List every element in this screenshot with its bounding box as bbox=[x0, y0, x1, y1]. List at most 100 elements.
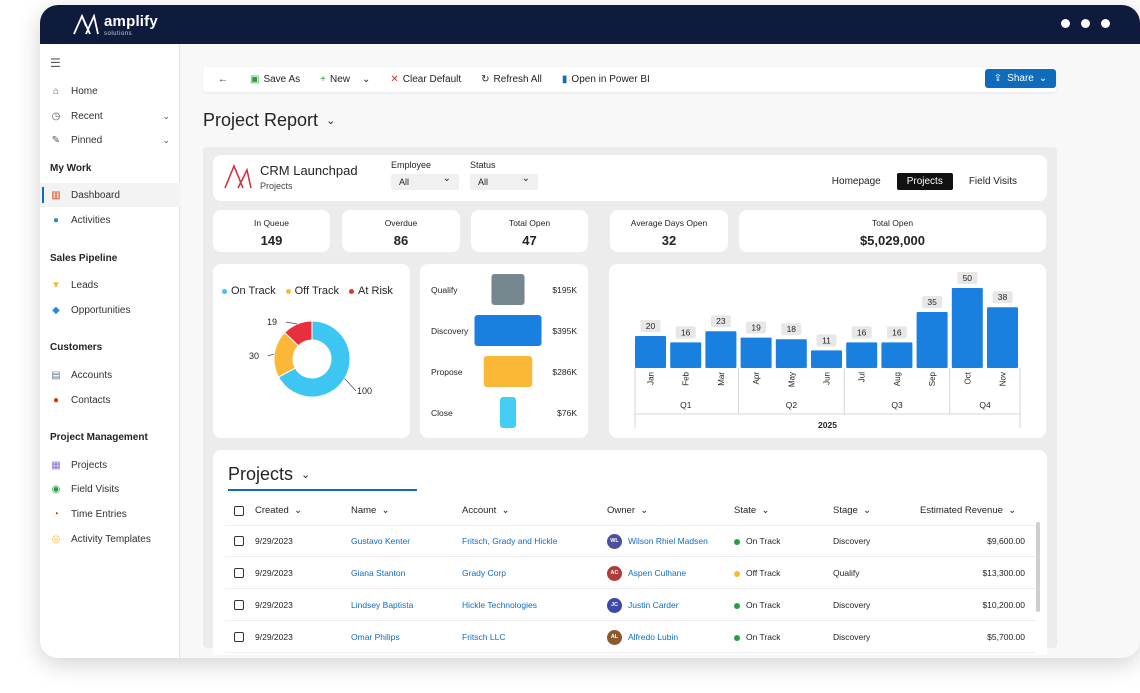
avatar: JC bbox=[607, 597, 622, 613]
legend-dot bbox=[349, 288, 355, 294]
select-all-checkbox[interactable] bbox=[234, 505, 244, 516]
open-power-bi-button[interactable]: ▮ Open in Power BI bbox=[562, 74, 650, 85]
chevron-down-icon: ⌄ bbox=[860, 505, 872, 516]
cell-name[interactable]: Lindsey Baptista bbox=[351, 600, 413, 610]
row-checkbox[interactable] bbox=[234, 536, 244, 546]
sidebar-item-leads[interactable]: ▼ Leads bbox=[40, 273, 180, 297]
legend-item[interactable]: At Risk bbox=[349, 285, 393, 297]
donut-data-label: 100 bbox=[357, 386, 372, 396]
projects-title[interactable]: Projects ⌄ bbox=[228, 464, 310, 485]
kpi-label: Total Open bbox=[871, 218, 914, 228]
cell-account[interactable]: Grady Corp bbox=[462, 568, 506, 578]
kpi-average-days-open: Average Days Open 32 bbox=[610, 210, 728, 252]
legend-item[interactable]: On Track bbox=[222, 285, 276, 297]
plus-icon: + bbox=[320, 74, 326, 85]
cell-name[interactable]: Giana Stanton bbox=[351, 568, 405, 578]
cell-account[interactable]: Fritsch LLC bbox=[462, 632, 505, 642]
bar-jul bbox=[846, 342, 878, 368]
cell-name[interactable]: Omar Philips bbox=[351, 632, 400, 642]
table-row[interactable]: 9/29/2023 Lindsey Baptista Hickle Technolo… bbox=[225, 590, 1035, 621]
sidebar-item-opportunities[interactable]: ◆ Opportunities bbox=[40, 298, 180, 322]
cell-account[interactable]: Hickle Technologies bbox=[462, 600, 537, 610]
row-checkbox[interactable] bbox=[234, 632, 244, 642]
save-as-button[interactable]: ▣ Save As bbox=[250, 74, 300, 85]
clear-default-button[interactable]: ✕ Clear Default bbox=[390, 74, 461, 85]
column-header-estimated-revenue[interactable]: Estimated Revenue ⌄ bbox=[920, 505, 1016, 516]
column-header-state[interactable]: State ⌄ bbox=[734, 505, 769, 516]
chevron-down-icon: ⌄ bbox=[162, 110, 170, 121]
cell-owner[interactable]: AC Aspen Culhane bbox=[607, 565, 687, 581]
cell-created-text: 9/29/2023 bbox=[255, 600, 293, 610]
employee-filter-label: Employee bbox=[391, 160, 432, 170]
table-row[interactable]: 9/29/2023 Gustavo Kenter Fritsch, Grady an… bbox=[225, 526, 1035, 557]
cell-state-text: On Track bbox=[746, 632, 781, 642]
sidebar-item-dashboard[interactable]: ▥ Dashboard bbox=[40, 183, 180, 207]
column-header-account[interactable]: Account ⌄ bbox=[462, 505, 510, 516]
page-title[interactable]: Project Report ⌄ bbox=[203, 110, 335, 131]
row-checkbox[interactable] bbox=[234, 568, 244, 578]
hamburger-icon[interactable]: ☰ bbox=[50, 56, 61, 70]
x-tick-label: Sep bbox=[928, 371, 937, 386]
back-button[interactable]: ← bbox=[218, 74, 228, 85]
brand-subtitle: solutions bbox=[104, 31, 133, 37]
cell-name[interactable]: Gustavo Kenter bbox=[351, 536, 410, 546]
tab-field-visits[interactable]: Field Visits bbox=[968, 176, 1017, 187]
cell-account[interactable]: Fritsch, Grady and Hickle bbox=[462, 536, 557, 546]
amplify-logo-icon bbox=[73, 14, 99, 35]
bar-label-background bbox=[816, 334, 837, 347]
quarter-label: Q1 bbox=[680, 400, 692, 410]
report-app-subtitle: Projects bbox=[260, 181, 293, 191]
cell-state-text: On Track bbox=[746, 536, 781, 546]
cell-account-text: Fritsch LLC bbox=[462, 632, 506, 642]
column-header-owner[interactable]: Owner ⌄ bbox=[607, 505, 648, 516]
tab-projects[interactable]: Projects bbox=[896, 173, 953, 190]
clear-default-label: Clear Default bbox=[402, 74, 462, 85]
cell-owner[interactable]: WL Wilson Rhiel Madsen bbox=[607, 533, 708, 549]
sidebar-item-label: Dashboard bbox=[71, 189, 120, 201]
report-app-name: CRM Launchpad bbox=[260, 163, 358, 178]
table-row[interactable]: 9/29/2023 Omar Philips Fritsch LLC AL Alfred… bbox=[225, 622, 1035, 653]
table-row[interactable]: 9/29/2023 Giana Stanton Grady Corp AC Aspen … bbox=[225, 558, 1035, 589]
new-button[interactable]: + New ⌄ bbox=[320, 74, 370, 85]
refresh-all-button[interactable]: ↻ Refresh All bbox=[481, 74, 542, 85]
cell-state: Off Track bbox=[734, 568, 780, 578]
column-header-stage[interactable]: Stage ⌄ bbox=[833, 505, 871, 516]
cell-owner[interactable]: JC Justin Carder bbox=[607, 597, 679, 613]
save-as-label: Save As bbox=[263, 74, 301, 85]
bar-data-label: 18 bbox=[787, 324, 797, 334]
sidebar-item-pinned[interactable]: ✎ Pinned ⌄ bbox=[40, 128, 180, 152]
sidebar-item-projects[interactable]: ▦ Projects bbox=[40, 453, 180, 477]
window-menu[interactable] bbox=[1061, 19, 1110, 28]
share-button[interactable]: ⇪ Share ⌄ bbox=[985, 69, 1056, 88]
column-header-created[interactable]: Created ⌄ bbox=[255, 505, 302, 516]
sidebar-item-activity-templates[interactable]: ◎ Activity Templates bbox=[40, 527, 180, 551]
sidebar-item-accounts[interactable]: ▤ Accounts bbox=[40, 363, 180, 387]
cell-state: On Track bbox=[734, 536, 780, 546]
section-sales-pipeline: Sales Pipeline bbox=[50, 253, 118, 264]
sidebar-item-time-entries[interactable]: ◔ Time Entries bbox=[40, 502, 180, 526]
sidebar-item-recent[interactable]: ◷ Recent ⌄ bbox=[40, 104, 180, 128]
bar-data-label: 16 bbox=[892, 327, 902, 337]
column-header-name[interactable]: Name ⌄ bbox=[351, 505, 390, 516]
sidebar-item-contacts[interactable]: ● Contacts bbox=[40, 388, 180, 412]
donut-slice-on-track bbox=[277, 320, 351, 398]
status-select[interactable]: All bbox=[470, 173, 538, 190]
legend-label: At Risk bbox=[358, 285, 393, 297]
sidebar-item-field-visits[interactable]: ◉ Field Visits bbox=[40, 477, 180, 501]
row-checkbox[interactable] bbox=[234, 600, 244, 610]
cell-estimated-revenue: $9,600.00 bbox=[987, 536, 1025, 546]
tab-homepage[interactable]: Homepage bbox=[831, 176, 881, 187]
legend-dot bbox=[285, 288, 291, 294]
column-label: Name bbox=[351, 505, 377, 516]
sidebar-item-activities[interactable]: ● Activities bbox=[40, 208, 180, 232]
legend-item[interactable]: Off Track bbox=[285, 285, 339, 297]
grid-scrollbar[interactable] bbox=[1036, 522, 1040, 612]
sidebar-item-home[interactable]: ⌂ Home bbox=[40, 79, 180, 103]
employee-select[interactable]: All bbox=[391, 173, 459, 190]
cell-owner-text: Aspen Culhane bbox=[628, 567, 687, 578]
kpi-label: Average Days Open bbox=[630, 218, 708, 228]
brand-logo[interactable]: amplify solutions bbox=[72, 13, 158, 37]
save-icon: ▣ bbox=[250, 74, 260, 85]
bar-data-label: 38 bbox=[998, 292, 1008, 302]
cell-owner[interactable]: AL Alfredo Lubin bbox=[607, 629, 678, 645]
